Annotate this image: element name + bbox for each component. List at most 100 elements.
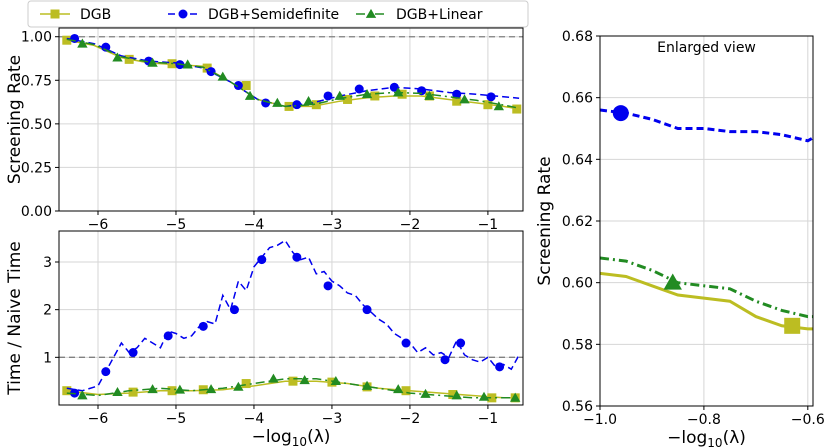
panel-title: Enlarged view <box>657 40 756 56</box>
legend-entry-dgb-semidefinite: DGB+Semidefinite <box>168 7 339 23</box>
x-tick-label: −3 <box>322 411 343 427</box>
x-label-part: (λ) <box>723 428 746 447</box>
x-tick-label: −0.8 <box>687 412 721 428</box>
y-tick-label: 2 <box>43 303 52 319</box>
data-point-triangle <box>510 392 521 402</box>
y-axis-label: Screening Rate <box>535 156 555 285</box>
data-point-circle <box>233 81 243 91</box>
y-tick-label: 0.00 <box>21 204 52 220</box>
data-point-triangle <box>393 87 404 97</box>
x-tick-label: −5 <box>166 217 187 233</box>
data-point-circle <box>456 338 466 348</box>
data-point-square <box>128 387 138 397</box>
series-dgb <box>62 35 522 114</box>
x-label-part: (λ) <box>307 427 330 447</box>
x-label-part: −log <box>667 428 707 447</box>
data-point-circle <box>292 100 302 110</box>
y-tick-label: 0.64 <box>562 152 593 168</box>
x-label-subscript: 10 <box>707 436 722 447</box>
data-point-square <box>327 377 337 387</box>
series-dgb-semidefinite <box>600 105 813 143</box>
data-point-square <box>784 317 801 334</box>
x-tick-label: −4 <box>244 411 265 427</box>
data-point-circle <box>389 82 399 92</box>
data-point-triangle <box>424 90 435 100</box>
series-dgb-semidefinite <box>66 33 520 110</box>
data-point-square <box>241 379 251 389</box>
x-axis-label: −log10(λ) <box>667 428 746 447</box>
series-dgb <box>62 376 520 403</box>
x-label-part: −log <box>252 427 292 447</box>
y-tick-label: 0.62 <box>562 214 593 230</box>
x-tick-label: −3 <box>322 217 343 233</box>
y-tick-label: 0.50 <box>21 117 52 133</box>
data-point-square <box>167 386 177 396</box>
data-point-square <box>448 390 458 400</box>
data-point-triangle <box>493 101 505 111</box>
x-tick-label: −1 <box>478 217 499 233</box>
data-point-triangle <box>174 384 186 394</box>
series-dgb-linear <box>600 256 813 319</box>
data-point-triangle <box>299 375 310 385</box>
series-line <box>600 256 813 319</box>
data-point-square <box>512 104 522 114</box>
plot-area <box>62 33 522 114</box>
x-tick-label: −6 <box>88 411 109 427</box>
plot-area <box>600 105 813 334</box>
x-tick-label: −1 <box>478 411 499 427</box>
data-point-circle <box>612 105 629 122</box>
data-point-circle <box>323 91 333 101</box>
data-point-triangle <box>77 390 88 400</box>
data-point-triangle <box>478 391 490 401</box>
data-point-circle <box>198 321 208 331</box>
data-point-triangle <box>233 381 244 391</box>
data-point-triangle <box>205 384 217 394</box>
data-point-square <box>483 100 493 110</box>
data-point-triangle <box>217 71 228 81</box>
y-tick-label: 0.58 <box>562 337 593 353</box>
data-point-square <box>241 81 251 91</box>
data-point-circle <box>101 367 111 377</box>
data-point-triangle <box>147 57 158 67</box>
data-point-triangle <box>112 386 123 397</box>
data-point-triangle <box>361 89 373 99</box>
data-point-triangle <box>451 390 462 400</box>
data-point-circle <box>163 331 173 341</box>
data-point-square <box>343 94 353 104</box>
data-point-square <box>288 376 298 386</box>
series-line <box>66 38 520 109</box>
legend-label: DGB <box>80 7 111 23</box>
axes-frame <box>58 27 524 212</box>
x-label-subscript: 10 <box>292 435 307 447</box>
data-point-triangle <box>244 90 256 100</box>
data-point-square <box>62 35 72 45</box>
axes-frame <box>58 230 524 406</box>
data-point-circle <box>178 9 188 19</box>
data-point-circle <box>128 348 138 358</box>
x-tick-label: −2 <box>400 217 421 233</box>
data-point-square <box>311 100 321 110</box>
data-point-triangle <box>112 52 123 62</box>
y-tick-label: 0.60 <box>562 276 593 292</box>
x-tick-label: −1.0 <box>583 412 617 428</box>
data-point-square <box>487 393 497 403</box>
data-point-circle <box>257 255 267 265</box>
legend: DGB DGB+Semidefinite DGB+Linear <box>27 0 529 28</box>
data-point-triangle <box>182 59 193 69</box>
data-point-square <box>50 9 60 19</box>
data-point-square <box>401 386 411 396</box>
y-tick-label: 0.75 <box>21 73 52 89</box>
legend-label: DGB+Semidefinite <box>208 7 339 23</box>
x-axis-label: −log10(λ) <box>252 427 331 447</box>
x-tick-label: −5 <box>166 411 187 427</box>
data-point-circle <box>323 281 333 291</box>
data-point-triangle <box>303 96 314 106</box>
y-tick-label: 0.68 <box>562 29 593 45</box>
data-point-circle <box>495 362 505 372</box>
data-point-triangle <box>420 388 431 398</box>
data-point-circle <box>486 92 496 102</box>
data-point-circle <box>452 89 462 99</box>
series-line <box>66 239 520 392</box>
y-axis-label: Screening Rate <box>5 55 25 184</box>
